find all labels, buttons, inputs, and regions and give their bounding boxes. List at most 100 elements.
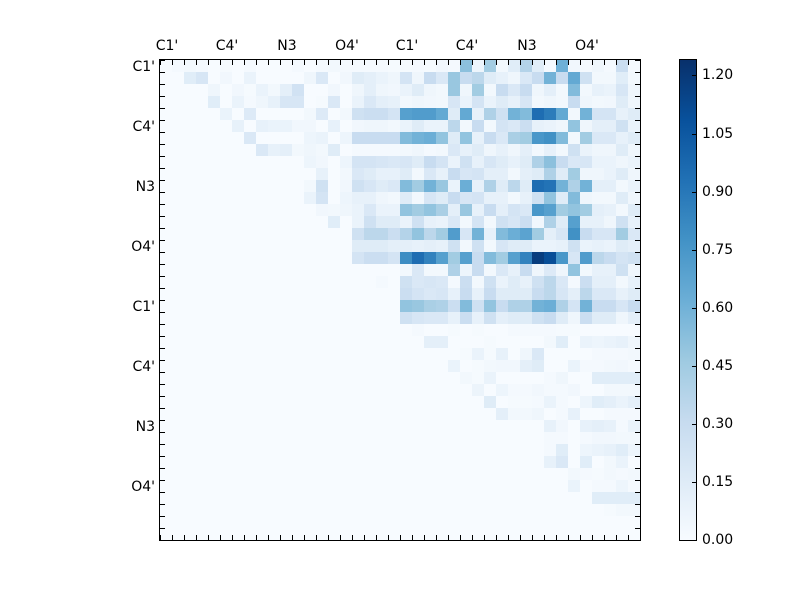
heatmap-cell xyxy=(172,240,184,252)
heatmap-cell xyxy=(604,408,616,420)
heatmap-cell xyxy=(244,324,256,336)
heatmap-cell xyxy=(472,444,484,456)
y-tick-mark xyxy=(160,396,165,397)
heatmap-cell xyxy=(328,84,340,96)
heatmap-cell xyxy=(544,240,556,252)
heatmap-cell xyxy=(436,252,448,264)
heatmap-cell xyxy=(244,336,256,348)
heatmap-cell xyxy=(220,60,232,72)
heatmap-cell xyxy=(268,372,280,384)
colorbar-tick-mark xyxy=(692,250,696,251)
heatmap-cell xyxy=(520,516,532,528)
heatmap-cell xyxy=(412,264,424,276)
heatmap-cell xyxy=(616,420,628,432)
heatmap-cell xyxy=(604,96,616,108)
heatmap-cell xyxy=(232,276,244,288)
heatmap-cell xyxy=(364,264,376,276)
heatmap-cell xyxy=(460,168,472,180)
heatmap-cell xyxy=(400,204,412,216)
heatmap-cell xyxy=(208,492,220,504)
heatmap-cell xyxy=(268,204,280,216)
heatmap-cell xyxy=(268,228,280,240)
heatmap-cell xyxy=(316,156,328,168)
heatmap-cell xyxy=(460,120,472,132)
heatmap-cell xyxy=(256,396,268,408)
heatmap-cell xyxy=(592,492,604,504)
heatmap-cell xyxy=(316,360,328,372)
x-tick-mark xyxy=(568,535,569,540)
heatmap-cell xyxy=(508,360,520,372)
heatmap-cell xyxy=(388,312,400,324)
heatmap-cell xyxy=(556,228,568,240)
heatmap-cell xyxy=(352,60,364,72)
heatmap-cell xyxy=(220,108,232,120)
heatmap-cell xyxy=(556,444,568,456)
heatmap-cell xyxy=(400,96,412,108)
heatmap-cell xyxy=(616,252,628,264)
colorbar-tick-mark xyxy=(692,192,696,193)
heatmap-cell xyxy=(196,144,208,156)
heatmap-cell xyxy=(184,336,196,348)
heatmap-cell xyxy=(592,456,604,468)
heatmap-cell xyxy=(448,444,460,456)
heatmap-cell xyxy=(256,192,268,204)
x-tick-mark xyxy=(496,60,497,65)
heatmap-cell xyxy=(160,180,172,192)
heatmap-cell xyxy=(328,96,340,108)
y-tick-mark xyxy=(635,324,640,325)
heatmap-cell xyxy=(628,468,640,480)
heatmap-cell xyxy=(160,156,172,168)
heatmap-cell xyxy=(376,372,388,384)
heatmap-cell xyxy=(256,276,268,288)
heatmap-cell xyxy=(364,228,376,240)
heatmap-cell xyxy=(472,60,484,72)
heatmap-cell xyxy=(496,504,508,516)
heatmap-cell xyxy=(556,408,568,420)
heatmap-cell xyxy=(340,300,352,312)
heatmap-cell xyxy=(472,240,484,252)
heatmap-cell xyxy=(508,204,520,216)
heatmap-cell xyxy=(388,324,400,336)
heatmap-cell xyxy=(256,444,268,456)
heatmap-cell xyxy=(280,372,292,384)
heatmap-cell xyxy=(196,336,208,348)
heatmap-cell xyxy=(352,384,364,396)
heatmap-cell xyxy=(400,420,412,432)
heatmap-cell xyxy=(472,372,484,384)
heatmap-cell xyxy=(196,180,208,192)
heatmap-cell xyxy=(628,444,640,456)
heatmap-cell xyxy=(268,528,280,540)
heatmap-cell xyxy=(460,492,472,504)
heatmap-cell xyxy=(580,84,592,96)
heatmap-cell xyxy=(196,300,208,312)
x-tick-mark xyxy=(460,535,461,540)
heatmap-cell xyxy=(580,504,592,516)
heatmap-cell xyxy=(448,144,460,156)
heatmap-cell xyxy=(496,60,508,72)
heatmap-cell xyxy=(220,192,232,204)
heatmap-cell xyxy=(628,384,640,396)
heatmap-cell xyxy=(292,432,304,444)
heatmap-cell xyxy=(352,192,364,204)
heatmap-cell xyxy=(220,336,232,348)
heatmap-cell xyxy=(436,108,448,120)
heatmap-cell xyxy=(208,516,220,528)
heatmap-cell xyxy=(568,72,580,84)
heatmap-cell xyxy=(172,276,184,288)
heatmap-cell xyxy=(304,504,316,516)
heatmap-cell xyxy=(256,336,268,348)
heatmap-cell xyxy=(304,228,316,240)
heatmap-cell xyxy=(244,312,256,324)
heatmap-cell xyxy=(184,396,196,408)
y-tick-mark xyxy=(635,144,640,145)
x-tick-label: C1' xyxy=(395,38,419,54)
heatmap-cell xyxy=(508,420,520,432)
heatmap-cell xyxy=(556,72,568,84)
heatmap-cell xyxy=(160,288,172,300)
heatmap-cell xyxy=(592,528,604,540)
heatmap-cell xyxy=(280,396,292,408)
heatmap-cell xyxy=(208,228,220,240)
heatmap-cell xyxy=(316,84,328,96)
heatmap-cell xyxy=(412,444,424,456)
heatmap-cell xyxy=(400,168,412,180)
